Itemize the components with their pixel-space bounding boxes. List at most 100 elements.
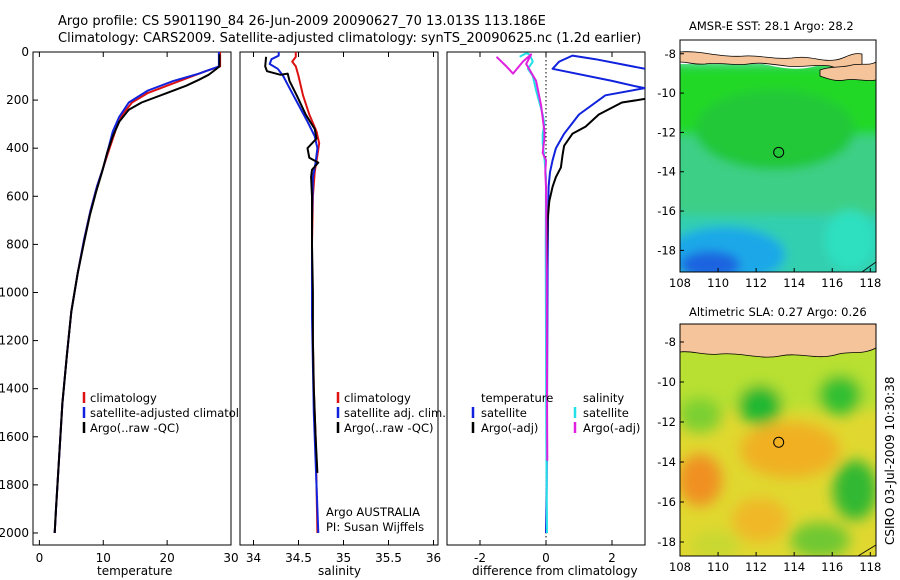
legend-label-climatology: climatology [344,391,411,405]
difference-legend: temperature satellite Argo(-adj) salinit… [471,391,640,435]
lon-tick-label: 116 [821,276,843,290]
lon-tick-label: 108 [669,276,691,290]
lon-tick-label: 110 [707,560,729,574]
sla-eddy-1 [738,385,782,425]
salinity-tick-labels: 34 34.5 35 35.5 36 [246,52,441,565]
y-tick-label: 1800 [0,478,29,492]
temperature-panel: 0 200 400 600 800 1000 1200 1400 1600 1800 2000 0 1… [0,45,260,578]
y-tick-label: 1400 [0,382,29,396]
salinity-profile-lines [264,52,321,534]
sst-map-panel: AMSR-E SST: 28.1 Argo: 28.2 108 110 112 114… [657,19,881,290]
y-tick-label: 600 [6,189,29,203]
salinity-legend: climatology satellite adj. clim. Argo(..… [336,391,446,435]
lat-tick-label: -12 [657,415,676,429]
x-tick-label: 20 [159,551,174,565]
sla-map-title: Altimetric SLA: 0.27 Argo: 0.26 [689,305,867,319]
x-tick-label: 35 [336,551,351,565]
sla-south-patch [690,531,740,556]
lat-tick-label: -8 [665,47,676,61]
x-tick-label: 0 [542,551,550,565]
islands-coastline-sst [819,61,876,81]
legend-label-argo-temp: Argo(-adj) [481,421,538,435]
lon-tick-label: 112 [745,276,767,290]
sla-eddy-4 [833,460,876,520]
sla-eddy-2 [818,375,862,415]
sst-east-cool [825,210,875,270]
lat-tick-label: -16 [657,495,676,509]
legend-label-argo-sal: Argo(-adj) [583,421,640,435]
sla-longitude-ticks: 108 110 112 114 116 118 [669,552,881,574]
legend-label-argo: Argo(..raw -QC) [344,421,434,435]
y-tick-label: 1200 [0,334,29,348]
lat-tick-label: -10 [657,86,676,100]
x-tick-label: 0 [36,551,44,565]
temperature-tick-labels: 0 10 20 30 [36,52,239,565]
sla-eddy-3 [680,397,722,433]
sst-latitude-ticks: -8 -10 -12 -14 -16 -18 [657,47,684,257]
legend-label-satellite: satellite-adjusted climatology [90,406,260,420]
y-tick-label: 1600 [0,430,29,444]
lat-tick-label: -14 [657,165,676,179]
x-tick-label: -2 [474,551,486,565]
lat-tick-label: -16 [657,204,676,218]
x-tick-label: 34.5 [285,551,312,565]
lon-tick-label: 112 [745,560,767,574]
lon-tick-label: 118 [859,276,881,290]
lat-tick-label: -10 [657,375,676,389]
salinity-panel: 34 34.5 35 35.5 36 climatology satellite adj… [239,51,446,578]
x-tick-label: 10 [96,551,111,565]
lat-tick-label: -14 [657,455,676,469]
legend-label-argo: Argo(..raw -QC) [90,421,180,435]
lon-tick-label: 114 [783,560,805,574]
difference-panel: -2 0 2 temperature satellite Argo(-adj) sa… [446,51,646,578]
sla-high-1 [740,422,840,478]
legend-label-satellite: satellite adj. clim. [344,406,446,420]
x-tick-label: 2 [608,551,616,565]
difference-profile-lines [495,52,645,534]
salinity-axes-frame [239,51,439,546]
argo-program-annotation: Argo AUSTRALIA [326,505,420,519]
legend-label-climatology: climatology [90,391,157,405]
y-tick-label: 1000 [0,285,29,299]
legend-title-temperature: temperature [481,391,553,405]
x-tick-label: 35.5 [375,551,402,565]
lon-tick-label: 116 [821,560,843,574]
temperature-axes-frame [32,51,232,546]
java-coastline-sla [680,324,876,358]
x-tick-label: 36 [426,551,441,565]
sla-map-panel: Altimetric SLA: 0.27 Argo: 0.26 108 110 11… [657,305,881,574]
sla-heatmap [680,324,876,556]
sla-high-2 [680,454,722,506]
salinity-axis-label: salinity [318,564,361,578]
temperature-profile-lines [53,52,222,534]
series-line-argo [545,97,645,269]
sla-eddy-5 [790,522,850,556]
australia-coast-sst [861,261,876,272]
australia-coast-sla [857,544,876,556]
y-tick-label: 400 [6,141,29,155]
lat-tick-label: -18 [657,535,676,549]
sla-latitude-ticks: -8 -10 -12 -14 -16 -18 [657,335,684,549]
sst-coldest-patch [680,251,740,272]
figure-title-line1: Argo profile: CS 5901190_84 26-Jun-2009 … [58,14,546,29]
sla-map-frame [679,323,877,557]
y-tick-label: 0 [21,45,29,59]
y-tick-label: 200 [6,93,29,107]
y-tick-label: 800 [6,237,29,251]
series-line-argo [264,56,320,473]
difference-axis-label: difference from climatology [472,564,638,578]
sst-map-title: AMSR-E SST: 28.1 Argo: 28.2 [689,19,854,33]
x-tick-label: 34 [246,551,261,565]
side-timestamp-label: CSIRO 03-Jul-2009 10:30:38 [883,377,897,545]
sst-heatmap [680,40,876,272]
lon-tick-label: 118 [859,560,881,574]
series-line-argo_diff_salinity [495,53,549,461]
sst-longitude-ticks: 108 110 112 114 116 118 [669,268,881,290]
legend-title-salinity: salinity [583,391,624,405]
argo-float-marker [773,436,785,448]
lat-tick-label: -12 [657,125,676,139]
sst-warm-core [695,90,855,170]
lon-tick-label: 110 [707,276,729,290]
land-fill-sla [680,324,876,332]
lon-tick-label: 108 [669,560,691,574]
